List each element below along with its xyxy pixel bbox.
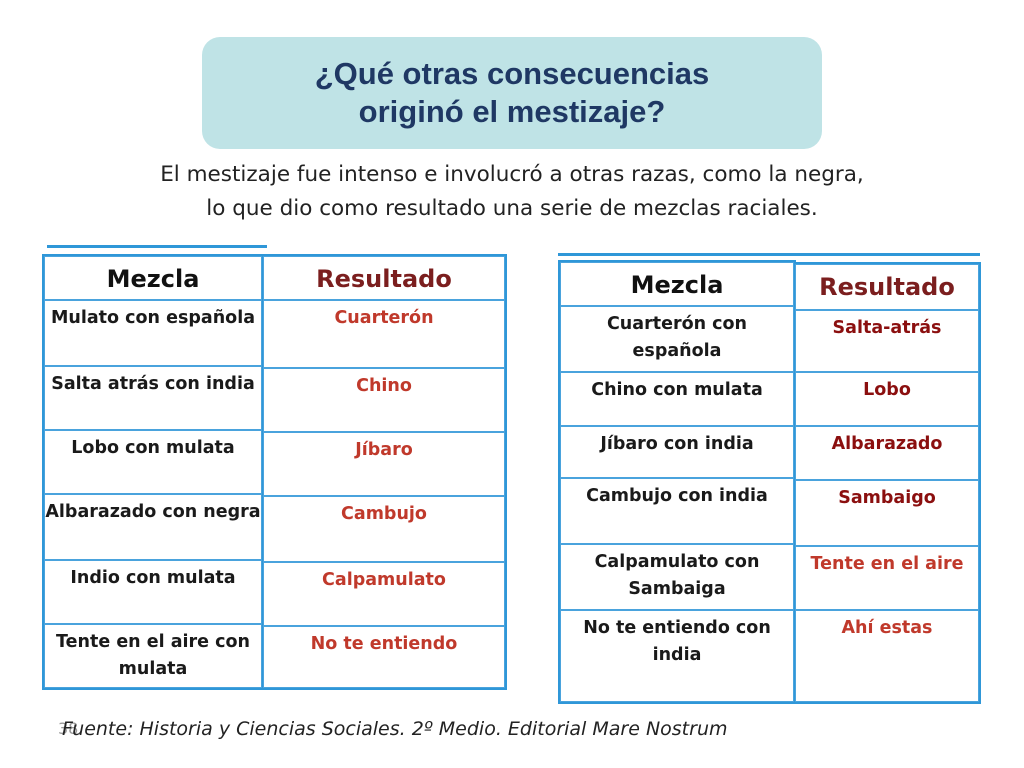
left-row-6-mix: Tente en el aire con mulata <box>44 624 262 688</box>
right-row-4-result: Sambaigo <box>795 480 979 546</box>
right-row-6-mix: No te entiendo con india <box>560 610 794 702</box>
left-row-3-result: Jíbaro <box>263 432 505 496</box>
left-row-1-mix: Mulato con española <box>44 300 262 366</box>
left-table-top-line <box>47 245 267 248</box>
right-result-column-frame <box>793 262 981 704</box>
right-row-6-result: Ahí estas <box>795 610 979 702</box>
left-row-5-result: Calpamulato <box>263 562 505 626</box>
left-row-6-result: No te entiendo <box>263 626 505 688</box>
left-header-result: Resultado <box>263 256 505 300</box>
right-header-mix: Mezcla <box>560 262 794 306</box>
left-row-1-result: Cuarterón <box>263 300 505 368</box>
right-row-1-mix: Cuarterón con española <box>560 306 794 372</box>
left-row-4-result: Cambujo <box>263 496 505 562</box>
source-footer: Fuente: Historia y Ciencias Sociales. 2º… <box>62 718 728 740</box>
right-row-2-result: Lobo <box>795 372 979 426</box>
left-row-4-mix: Albarazado con negra <box>44 494 262 560</box>
intro-text: El mestizaje fue intenso e involucró a o… <box>160 162 864 221</box>
right-row-1-result: Salta-atrás <box>795 310 979 372</box>
left-row-2-result: Chino <box>263 368 505 432</box>
title-box: ¿Qué otras consecuencias originó el mest… <box>202 37 822 149</box>
left-row-3-mix: Lobo con mulata <box>44 430 262 494</box>
left-row-2-mix: Salta atrás con india <box>44 366 262 430</box>
right-row-5-result: Tente en el aire <box>795 546 979 610</box>
left-header-mix: Mezcla <box>44 256 262 300</box>
right-header-result: Resultado <box>795 264 979 310</box>
right-table-top-line <box>558 253 980 256</box>
page-title: ¿Qué otras consecuencias originó el mest… <box>314 56 710 129</box>
right-row-5-mix: Calpamulato con Sambaiga <box>560 544 794 610</box>
right-row-4-mix: Cambujo con india <box>560 478 794 544</box>
right-row-3-result: Albarazado <box>795 426 979 480</box>
right-row-3-mix: Jíbaro con india <box>560 426 794 478</box>
left-result-column-frame <box>261 254 507 690</box>
left-row-5-mix: Indio con mulata <box>44 560 262 624</box>
slide-number: 38 <box>58 719 79 738</box>
right-row-2-mix: Chino con mulata <box>560 372 794 426</box>
